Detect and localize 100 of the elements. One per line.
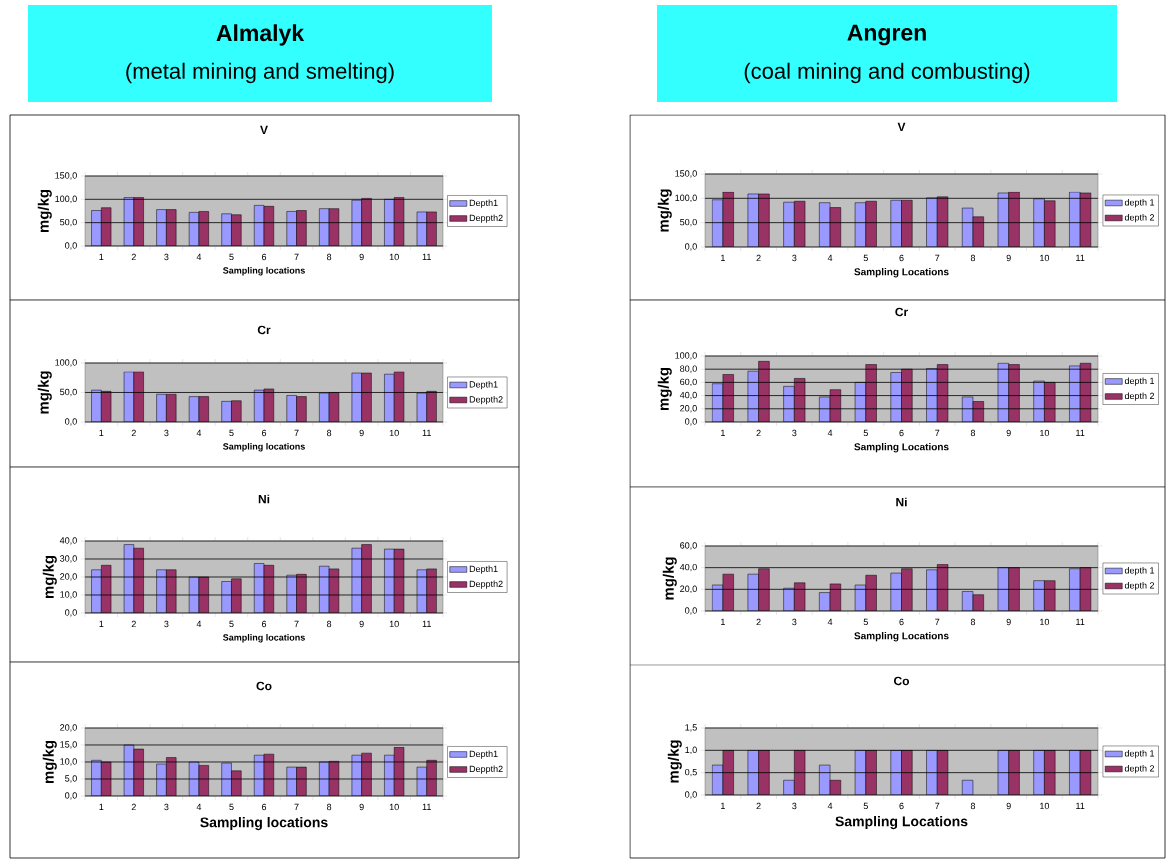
x-tick-label: 10 [389,429,399,437]
x-tick-label: 11 [1076,254,1085,261]
x-tick-label: 3 [792,429,797,437]
y-tick-label: 40,0 [59,537,77,545]
x-tick-label: 9 [1006,429,1011,437]
chart-title: Co [894,676,910,686]
legend-label: depth 2 [1124,213,1155,223]
y-axis-title: mg/kg [667,740,682,783]
y-tick-label: 30,0 [60,555,77,563]
y-tick-label: 100,0 [675,352,697,360]
y-tick-label: 50,0 [60,388,77,397]
chart-title: Ni [258,494,270,504]
legend-label: depth 2 [1124,392,1155,401]
x-tick-label: 2 [131,620,136,628]
x-tick-label: 2 [131,253,136,261]
x-tick-label: 3 [792,254,797,262]
x-tick-label: 11 [1076,802,1085,809]
y-tick-label: 1,0 [685,746,697,755]
y-axis-title: mg/kg [37,371,52,414]
x-tick-label: 9 [359,803,364,811]
y-tick-label: 10,0 [60,758,77,766]
x-tick-label: 7 [294,620,299,627]
x-tick-label: 8 [326,803,332,811]
x-tick-label: 6 [261,803,267,811]
y-axis-title: mg/kg [657,367,672,411]
x-tick-label: 1 [99,253,104,260]
x-tick-label: 2 [756,618,761,626]
y-tick-label: 5,0 [65,775,77,783]
x-tick-label: 3 [792,802,797,810]
y-tick-label: 0,0 [65,418,77,426]
x-tick-label: 7 [935,802,940,809]
x-tick-label: 7 [935,618,940,625]
x-tick-label: 6 [899,254,904,262]
x-tick-label: 10 [389,620,399,628]
x-tick-label: 1 [721,429,725,436]
x-axis-title: Sampling Locations [854,268,949,278]
x-tick-label: 2 [756,429,761,437]
y-tick-label: 20,0 [680,405,697,413]
x-tick-label: 5 [863,429,868,437]
x-axis-title: Sampling locations [223,267,305,276]
text: Almalyk [216,24,305,46]
text: Angren [847,24,926,46]
x-tick-label: 5 [229,253,234,261]
x-tick-label: 6 [261,620,267,628]
x-tick-label: 7 [294,429,299,436]
bar [961,779,974,795]
y-tick-label: 50,0 [60,218,77,227]
x-tick-label: 2 [131,429,136,437]
y-tick-label: 0,0 [685,791,697,799]
x-tick-label: 9 [359,620,364,628]
x-tick-label: 5 [863,802,868,810]
x-tick-label: 9 [359,429,364,437]
x-tick-label: 8 [326,429,332,437]
x-tick-label: 6 [899,429,904,437]
y-tick-label: 80,0 [680,365,697,373]
legend-label: Depth1 [469,380,498,390]
x-tick-label: 10 [389,803,399,811]
y-tick-label: 100,0 [675,194,697,203]
x-tick-label: 9 [359,253,364,261]
x-axis-title: Sampling locations [223,443,305,452]
text: (coal mining and combusting) [744,62,1030,84]
text: (metal mining and smelting) [126,62,394,84]
x-tick-label: 7 [294,253,299,260]
chart-title: Ni [896,497,907,507]
chart-title: V [260,125,268,135]
x-tick-label: 10 [389,253,399,261]
y-tick-label: 20,0 [60,573,77,581]
y-tick-label: 0,0 [685,607,697,615]
x-tick-label: 7 [935,254,940,261]
y-tick-label: 0,0 [65,242,77,250]
y-tick-label: 40,0 [679,563,697,572]
x-tick-label: 10 [1040,802,1050,810]
legend-label: depth 1 [1124,566,1155,576]
x-tick-label: 10 [1040,618,1050,626]
x-tick-label: 5 [229,620,234,628]
x-tick-label: 4 [196,803,202,810]
x-tick-label: 11 [422,253,431,260]
x-tick-label: 6 [261,429,267,437]
x-tick-label: 10 [1040,429,1050,437]
x-tick-label: 9 [1006,802,1011,810]
x-tick-label: 3 [164,429,169,437]
chart-title: Co [256,681,272,691]
y-tick-label: 0,0 [65,792,77,800]
x-tick-label: 11 [1076,429,1085,436]
x-tick-label: 3 [164,620,169,628]
x-tick-label: 4 [827,254,833,261]
y-tick-label: 60,0 [680,542,697,550]
x-axis-title: Sampling Locations [854,632,949,642]
y-tick-label: 1,5 [685,724,697,732]
x-tick-label: 6 [899,618,904,626]
x-tick-label: 8 [970,254,976,262]
x-tick-label: 5 [229,429,234,437]
x-tick-label: 11 [422,620,431,627]
y-tick-label: 60,0 [680,378,697,387]
y-tick-label: 150,0 [55,172,77,180]
x-tick-label: 5 [863,254,868,262]
x-tick-label: 1 [99,620,104,627]
y-tick-label: 20,0 [680,585,697,594]
y-tick-label: 10,0 [60,591,77,599]
x-tick-label: 9 [1006,254,1011,262]
